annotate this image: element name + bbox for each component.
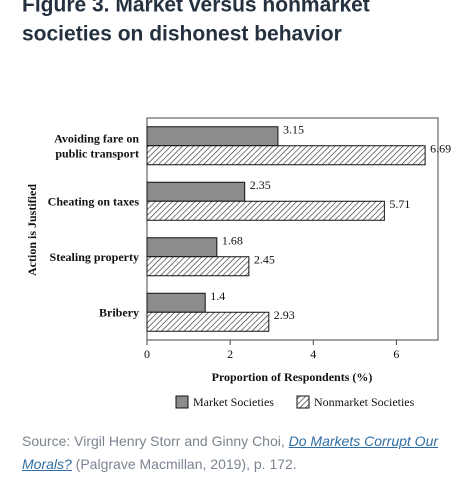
bar <box>146 181 246 202</box>
bar <box>146 200 385 221</box>
x-tick-label: 2 <box>227 347 233 361</box>
y-tick-label: Cheating on taxes <box>48 194 140 208</box>
value-label: 6.69 <box>430 141 451 155</box>
bar <box>146 237 218 258</box>
x-tick-label: 4 <box>310 347 316 361</box>
legend-label: Market Societies <box>193 395 274 409</box>
chart-title: Figure 3. Market versus nonmarket societi… <box>22 0 370 46</box>
legend-label: Nonmarket Societies <box>314 395 415 409</box>
y-tick-label: Bribery <box>99 305 139 319</box>
y-axis-title: Action is Justified <box>25 184 39 276</box>
x-tick-label: 6 <box>393 347 399 361</box>
bar <box>146 311 270 332</box>
source-link[interactable]: Do Markets Corrupt Our Morals? <box>22 433 439 472</box>
value-label: 2.35 <box>250 178 271 192</box>
x-axis-title: Proportion of Respondents (%) <box>212 370 373 384</box>
value-label: 1.68 <box>222 233 243 247</box>
chart: Figure 3. Market versus nonmarket societi… <box>22 0 451 409</box>
value-label: 3.15 <box>283 122 304 136</box>
value-label: 5.71 <box>389 197 410 211</box>
value-label: 2.45 <box>254 252 275 266</box>
bar <box>146 126 279 147</box>
bar <box>146 256 250 277</box>
legend-swatch <box>175 395 189 409</box>
source-prefix: Source: Virgil Henry Storr and Ginny Cho… <box>22 433 289 449</box>
y-tick-label: Avoiding fare on public transport <box>54 131 139 160</box>
bar <box>146 292 206 313</box>
x-tick-label: 0 <box>144 347 150 361</box>
legend-swatch <box>296 395 310 409</box>
source: Source: Virgil Henry Storr and Ginny Cho… <box>22 430 452 476</box>
y-tick-label: Stealing property <box>50 250 139 264</box>
value-label: 2.93 <box>274 308 295 322</box>
source-suffix: (Palgrave Macmillan, 2019), p. 172. <box>71 456 297 472</box>
value-label: 1.4 <box>210 289 225 303</box>
plot-frame <box>146 117 439 341</box>
bar <box>146 145 426 166</box>
